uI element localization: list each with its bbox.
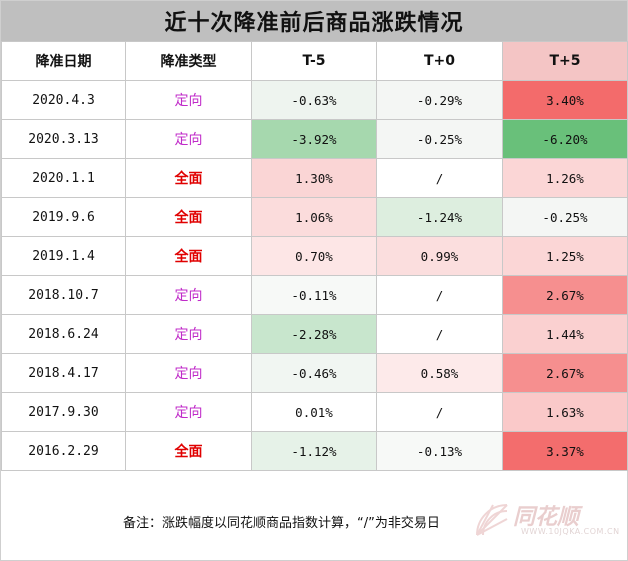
cell-date: 2020.1.1 [1,158,126,198]
cell-type: 定向 [125,275,252,315]
table-title: 近十次降准前后商品涨跌情况 [1,1,627,41]
table-row: 2020.3.13 定向 -3.92% -0.25% -6.20% [1,119,628,159]
cell-t-plus-5: 3.40% [502,80,628,120]
cell-type: 全面 [125,236,252,276]
header-t-minus-5: T-5 [251,41,377,81]
cell-date: 2019.9.6 [1,197,126,237]
cell-t-0: -0.29% [376,80,503,120]
cell-date: 2020.3.13 [1,119,126,159]
logo-brand: 同花顺 [513,505,580,530]
cell-date: 2016.2.29 [1,431,126,471]
table-row: 2018.6.24 定向 -2.28%/1.44% [1,314,628,354]
table-row: 2020.4.3 定向 -0.63% -0.29% 3.40% [1,80,628,120]
cell-t-0: -0.13% [376,431,503,471]
cell-date: 2017.9.30 [1,392,126,432]
table-row: 2018.10.7 定向 -0.11%/2.67% [1,275,628,315]
cell-date: 2020.4.3 [1,80,126,120]
cell-type: 全面 [125,158,252,198]
cell-type: 定向 [125,80,252,120]
cell-t-minus-5: 0.01% [251,392,377,432]
cell-t-0: / [376,275,503,315]
cell-t-minus-5: -1.12% [251,431,377,471]
cell-type: 定向 [125,353,252,393]
cell-date: 2019.1.4 [1,236,126,276]
cell-type: 全面 [125,431,252,471]
cell-date: 2018.6.24 [1,314,126,354]
cell-t-minus-5: 1.06% [251,197,377,237]
cell-t-0: 0.99% [376,236,503,276]
cell-t-plus-5: 1.63% [502,392,628,432]
cell-t-plus-5: 1.44% [502,314,628,354]
cell-type: 定向 [125,314,252,354]
table-row: 2019.1.4 全面 0.70% 0.99% 1.25% [1,236,628,276]
watermark-logo: 同花顺 WWW.10JQKA.COM.CN [473,501,623,541]
table-row: 2019.9.6 全面 1.06% -1.24% -0.25% [1,197,628,237]
cell-t-plus-5: 1.26% [502,158,628,198]
header-t-0: T+0 [376,41,503,81]
footer: 备注：涨跌幅度以同花顺商品指数计算，“/”为非交易日 同花顺 WWW.10JQK… [1,483,627,560]
cell-t-plus-5: -6.20% [502,119,628,159]
cell-t-plus-5: 2.67% [502,353,628,393]
header-t-plus-5: T+5 [502,41,628,81]
cell-t-0: -1.24% [376,197,503,237]
cell-t-minus-5: -0.63% [251,80,377,120]
logo-site: WWW.10JQKA.COM.CN [521,527,620,536]
cell-t-plus-5: 1.25% [502,236,628,276]
cell-t-minus-5: -0.46% [251,353,377,393]
cell-t-0: / [376,392,503,432]
table-row: 2017.9.30 定向 0.01%/1.63% [1,392,628,432]
cell-t-minus-5: 0.70% [251,236,377,276]
cell-t-0: 0.58% [376,353,503,393]
fan-logo-icon [476,504,508,536]
cell-date: 2018.10.7 [1,275,126,315]
cell-type: 定向 [125,392,252,432]
table-row: 2018.4.17 定向 -0.46% 0.58% 2.67% [1,353,628,393]
cell-t-minus-5: -3.92% [251,119,377,159]
cell-t-plus-5: 2.67% [502,275,628,315]
cell-t-minus-5: 1.30% [251,158,377,198]
cell-date: 2018.4.17 [1,353,126,393]
footnote: 备注：涨跌幅度以同花顺商品指数计算，“/”为非交易日 [123,516,440,531]
cell-type: 全面 [125,197,252,237]
table-row: 2020.1.1 全面 1.30%/1.26% [1,158,628,198]
cell-t-0: / [376,158,503,198]
cell-t-minus-5: -2.28% [251,314,377,354]
header-type: 降准类型 [125,41,252,81]
data-table: 降准日期 降准类型 T-5 T+0 T+5 2020.4.3 定向 -0.63% -0… [1,41,628,471]
table-row: 2016.2.29 全面 -1.12% -0.13% 3.37% [1,431,628,471]
header-row: 降准日期 降准类型 T-5 T+0 T+5 [1,41,628,81]
cell-type: 定向 [125,119,252,159]
cell-t-0: -0.25% [376,119,503,159]
cell-t-0: / [376,314,503,354]
cell-t-plus-5: -0.25% [502,197,628,237]
cell-t-minus-5: -0.11% [251,275,377,315]
cell-t-plus-5: 3.37% [502,431,628,471]
header-date: 降准日期 [1,41,126,81]
